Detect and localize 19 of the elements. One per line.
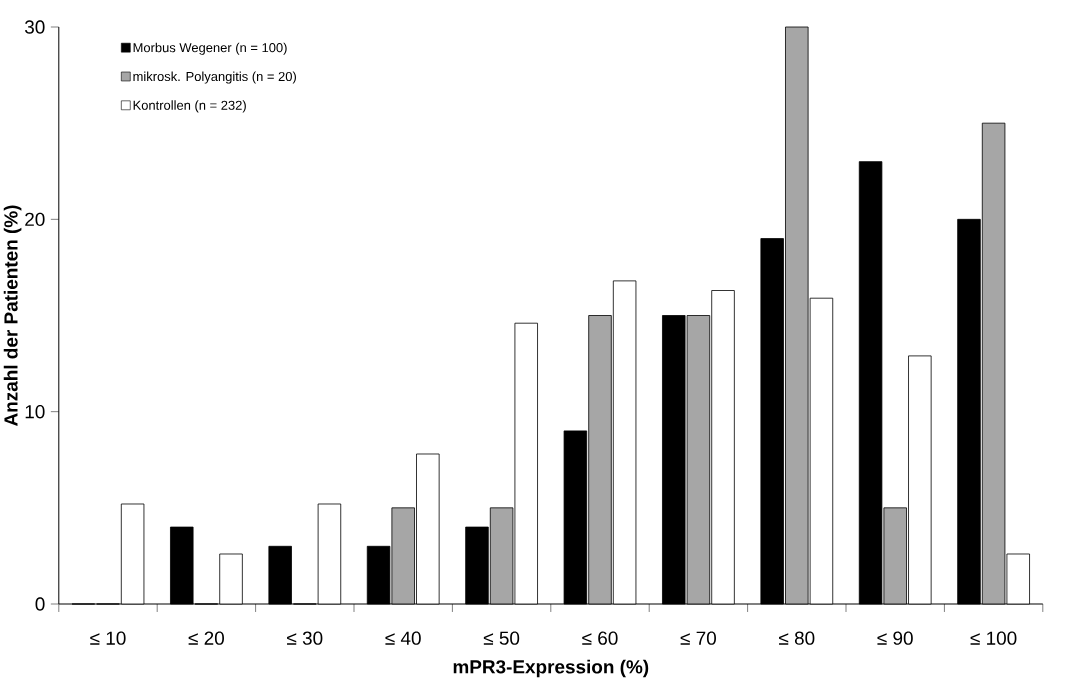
x-tick-label: ≤ 100 [970,631,1017,645]
x-tick-label: ≤ 80 [779,631,815,645]
y-tick-label: 30 [24,20,45,34]
x-tick-label: ≤ 30 [287,631,323,645]
y-axis-title: Anzahl der Patienten (%) [3,205,22,426]
y-tick-label: 10 [25,404,45,419]
x-tick-label: ≤ 70 [680,631,716,645]
y-tick-label: 0 [35,597,45,611]
x-tick-label: ≤ 90 [877,631,913,645]
legend-label: Morbus Wegener (n = 100) [133,42,287,55]
legend-label: mikrosk. Polyangitis (n = 20) [133,71,296,84]
x-tick-label: ≤ 60 [582,631,618,645]
x-tick-label: ≤ 20 [188,631,224,645]
x-tick-label: ≤ 40 [385,631,421,645]
x-tick-label: ≤ 50 [483,631,520,645]
x-tick-label: ≤ 10 [90,631,126,645]
y-tick-label: 20 [25,212,45,227]
legend-label: Kontrollen (n = 232) [133,100,246,113]
x-axis-title: mPR3-Expression (%) [453,659,649,678]
